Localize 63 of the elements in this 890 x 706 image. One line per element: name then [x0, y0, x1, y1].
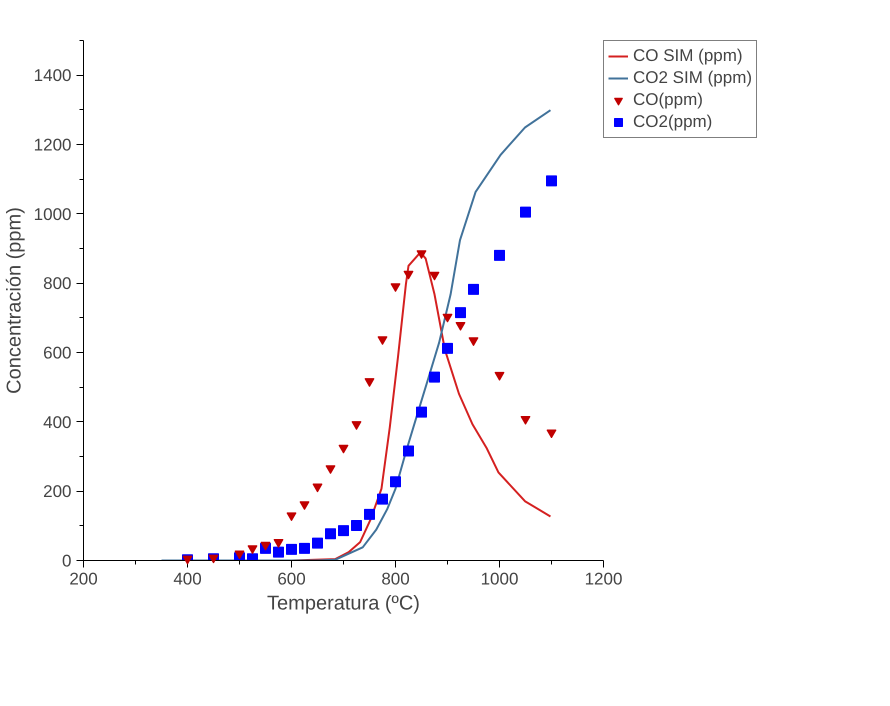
point — [364, 378, 374, 387]
x-axis-title: Temperatura (ºC) — [267, 592, 420, 614]
point — [494, 372, 504, 381]
point — [442, 314, 452, 322]
point — [416, 406, 427, 418]
point — [468, 337, 478, 346]
legend-label: CO2(ppm) — [633, 111, 712, 133]
point — [326, 465, 336, 474]
point — [404, 270, 414, 280]
x-tick-label: 800 — [381, 570, 410, 588]
point — [182, 556, 192, 564]
y-tick-label: 600 — [43, 344, 72, 362]
point — [390, 476, 401, 488]
point — [377, 494, 388, 505]
legend-label: CO(ppm) — [633, 89, 703, 111]
point — [416, 250, 426, 260]
point — [455, 307, 466, 318]
point — [208, 554, 218, 564]
point — [456, 322, 466, 331]
point — [364, 508, 375, 520]
point — [286, 512, 296, 522]
point — [390, 283, 400, 292]
y-tick-label: 1400 — [34, 66, 72, 86]
x-tick-label: 600 — [277, 570, 306, 588]
y-tick-label: 200 — [43, 482, 72, 502]
point — [352, 421, 362, 430]
point — [300, 501, 310, 510]
y-tick-label: 800 — [43, 274, 72, 294]
point — [494, 250, 505, 261]
point — [260, 542, 270, 551]
point — [378, 336, 388, 346]
point — [299, 542, 310, 554]
point — [430, 272, 440, 281]
point — [312, 484, 322, 492]
y-axis-title: Concentración (ppm) — [4, 207, 26, 394]
point — [338, 444, 348, 454]
point — [429, 372, 440, 383]
point — [442, 342, 453, 354]
point — [273, 546, 284, 558]
y-tick-label: 1200 — [34, 136, 72, 154]
y-tick-label: 1000 — [34, 204, 72, 224]
point — [325, 528, 336, 540]
point — [546, 429, 556, 438]
point — [338, 525, 349, 536]
point — [546, 175, 557, 186]
x-tick-label: 200 — [69, 570, 98, 588]
point — [351, 520, 362, 531]
point — [403, 445, 414, 456]
point — [312, 538, 323, 549]
line-series — [160, 109, 552, 560]
y-tick-label: 400 — [43, 412, 72, 432]
y-tick-label: 0 — [62, 552, 72, 570]
x-tick-label: 1000 — [480, 570, 518, 588]
x-tick-label: 1200 — [584, 570, 622, 588]
x-tick-label: 400 — [173, 570, 202, 588]
point — [520, 416, 530, 425]
point — [520, 206, 531, 218]
point — [468, 284, 479, 295]
legend-label: CO2 SIM (ppm) — [633, 67, 752, 89]
legend-label: CO SIM (ppm) — [633, 45, 743, 67]
point — [248, 545, 258, 554]
point — [274, 539, 284, 548]
point — [286, 544, 297, 555]
